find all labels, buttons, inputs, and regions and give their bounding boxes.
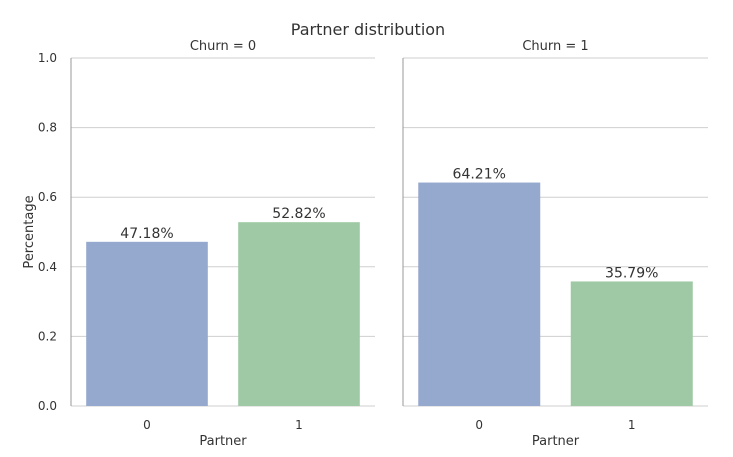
chart-title: Partner distribution bbox=[291, 20, 445, 39]
x-tick-label: 1 bbox=[295, 418, 303, 432]
bar bbox=[86, 241, 208, 406]
bar bbox=[418, 182, 541, 406]
x-axis-label: Partner bbox=[532, 434, 580, 449]
y-tick-label: 1.0 bbox=[38, 51, 57, 65]
x-axis-label: Partner bbox=[199, 434, 247, 449]
bar-value-label: 35.79% bbox=[605, 265, 658, 281]
x-tick-label: 0 bbox=[143, 418, 151, 432]
bar-value-label: 47.18% bbox=[120, 226, 173, 242]
bar-value-label: 52.82% bbox=[272, 206, 325, 222]
facet-title: Churn = 0 bbox=[190, 39, 256, 54]
y-tick-label: 0.6 bbox=[38, 190, 57, 204]
x-tick-label: 0 bbox=[475, 418, 483, 432]
bar bbox=[238, 222, 360, 406]
y-tick-label: 0.8 bbox=[38, 121, 57, 135]
x-tick-label: 1 bbox=[628, 418, 636, 432]
y-axis-label: Percentage bbox=[22, 195, 37, 268]
bar-value-label: 64.21% bbox=[453, 167, 506, 183]
y-tick-label: 0.4 bbox=[38, 260, 57, 274]
bar bbox=[570, 281, 693, 406]
facet-title: Churn = 1 bbox=[522, 39, 588, 54]
y-tick-label: 0.2 bbox=[38, 329, 57, 343]
y-tick-label: 0.0 bbox=[38, 399, 57, 413]
